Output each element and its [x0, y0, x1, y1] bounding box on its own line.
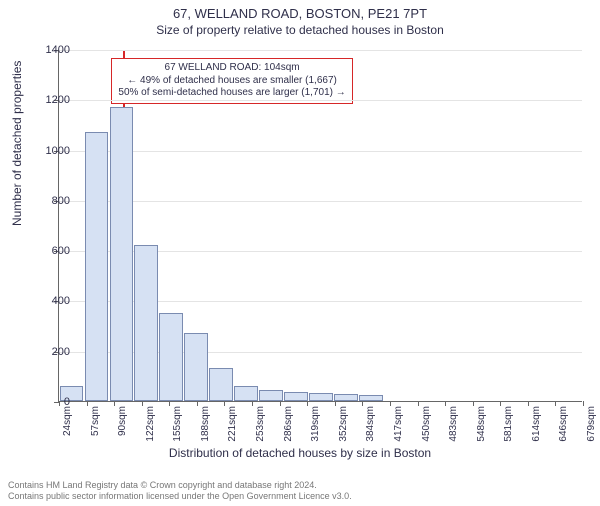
xtick-mark	[445, 401, 446, 406]
histogram-bar	[309, 393, 333, 401]
footer-line: Contains public sector information licen…	[8, 491, 352, 502]
histogram-bar	[134, 245, 158, 401]
histogram-bar	[110, 107, 134, 401]
histogram-bar	[284, 392, 308, 401]
xtick-label: 417sqm	[393, 406, 404, 442]
gridline	[59, 50, 582, 51]
xtick-label: 483sqm	[448, 406, 459, 442]
xtick-label: 57sqm	[90, 406, 101, 436]
histogram-bar	[184, 333, 208, 401]
ytick-label: 800	[30, 195, 70, 207]
xtick-label: 384sqm	[365, 406, 376, 442]
ytick-label: 1200	[30, 94, 70, 106]
xtick-mark	[418, 401, 419, 406]
gridline	[59, 151, 582, 152]
xtick-mark	[390, 401, 391, 406]
xtick-label: 450sqm	[421, 406, 432, 442]
xtick-label: 221sqm	[227, 406, 238, 442]
xtick-mark	[197, 401, 198, 406]
footer-line: Contains HM Land Registry data © Crown c…	[8, 480, 352, 491]
xtick-mark	[142, 401, 143, 406]
xtick-label: 548sqm	[476, 406, 487, 442]
ytick-label: 0	[30, 396, 70, 408]
xtick-label: 646sqm	[558, 406, 569, 442]
xtick-label: 122sqm	[145, 406, 156, 442]
histogram-bar	[85, 132, 109, 401]
histogram-bar	[234, 386, 258, 401]
xtick-label: 286sqm	[283, 406, 294, 442]
plot-area: 67 WELLAND ROAD: 104sqm ← 49% of detache…	[58, 50, 582, 402]
xtick-label: 581sqm	[503, 406, 514, 442]
xtick-label: 253sqm	[255, 406, 266, 442]
ytick-label: 200	[30, 346, 70, 358]
xtick-label: 352sqm	[338, 406, 349, 442]
xtick-label: 90sqm	[117, 406, 128, 436]
xtick-label: 188sqm	[200, 406, 211, 442]
ytick-label: 1400	[30, 44, 70, 56]
xtick-mark	[280, 401, 281, 406]
gridline	[59, 201, 582, 202]
annotation-box: 67 WELLAND ROAD: 104sqm ← 49% of detache…	[111, 58, 352, 104]
xtick-mark	[87, 401, 88, 406]
y-axis-label: Number of detached properties	[10, 61, 24, 226]
annotation-line: 50% of semi-detached houses are larger (…	[118, 87, 345, 100]
xtick-label: 24sqm	[62, 406, 73, 436]
histogram-bar	[259, 390, 283, 401]
xtick-mark	[224, 401, 225, 406]
ytick-label: 400	[30, 295, 70, 307]
xtick-mark	[473, 401, 474, 406]
xtick-mark	[307, 401, 308, 406]
xtick-mark	[583, 401, 584, 406]
xtick-mark	[252, 401, 253, 406]
ytick-label: 600	[30, 245, 70, 257]
histogram-bar	[334, 394, 358, 401]
histogram-chart: 67 WELLAND ROAD: 104sqm ← 49% of detache…	[58, 50, 582, 402]
xtick-label: 319sqm	[310, 406, 321, 442]
gridline	[59, 100, 582, 101]
xtick-mark	[528, 401, 529, 406]
xtick-mark	[169, 401, 170, 406]
ytick-label: 1000	[30, 145, 70, 157]
xtick-mark	[335, 401, 336, 406]
xtick-mark	[114, 401, 115, 406]
xtick-mark	[555, 401, 556, 406]
histogram-bar	[209, 368, 233, 401]
page-subtitle: Size of property relative to detached ho…	[0, 23, 600, 37]
xtick-mark	[362, 401, 363, 406]
xtick-mark	[500, 401, 501, 406]
x-axis-label: Distribution of detached houses by size …	[0, 446, 600, 460]
xtick-label: 679sqm	[586, 406, 597, 442]
histogram-bar	[159, 313, 183, 401]
annotation-line: 67 WELLAND ROAD: 104sqm	[118, 62, 345, 75]
xtick-label: 155sqm	[172, 406, 183, 442]
xtick-label: 614sqm	[531, 406, 542, 442]
footer-attribution: Contains HM Land Registry data © Crown c…	[8, 480, 352, 502]
page-title: 67, WELLAND ROAD, BOSTON, PE21 7PT	[0, 6, 600, 21]
annotation-line: ← 49% of detached houses are smaller (1,…	[118, 75, 345, 88]
